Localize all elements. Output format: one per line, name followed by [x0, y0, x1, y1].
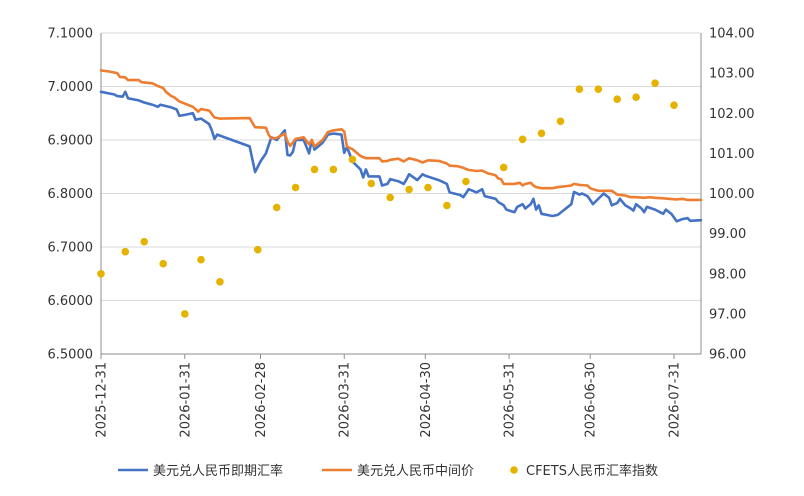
- scatter-point: [556, 117, 565, 126]
- scatter-point: [181, 310, 189, 318]
- x-tick-label: 2025-12-31: [95, 362, 110, 438]
- y-right-tick-label: 103.00: [709, 67, 755, 82]
- scatter-point: [197, 255, 205, 264]
- scatter-point: [575, 85, 584, 93]
- legend-label: 美元兑人民币即期汇率: [153, 463, 283, 479]
- scatter-point: [651, 79, 659, 87]
- scatter-point: [97, 270, 105, 278]
- series-2: [99, 69, 703, 202]
- scatter-point: [348, 155, 357, 164]
- scatter-point: [253, 245, 262, 254]
- scatter-point: [613, 95, 621, 103]
- y-left-tick-label: 7.1000: [48, 27, 94, 42]
- scatter-point: [216, 278, 224, 286]
- scatter-point: [499, 163, 508, 172]
- y-right-tick-label: 96.00: [709, 348, 746, 363]
- y-left-tick-label: 6.6000: [48, 294, 94, 309]
- legend-label: 美元兑人民币中间价: [357, 464, 474, 479]
- scatter-point: [405, 185, 413, 194]
- series-1: [99, 90, 703, 223]
- x-tick-label: 2026-04-30: [419, 362, 434, 438]
- scatter-point: [310, 165, 319, 174]
- scatter-point: [121, 247, 130, 256]
- y-left-tick-label: 6.5000: [48, 348, 94, 363]
- scatter-point: [537, 129, 546, 138]
- x-tick-label: 2026-02-28: [254, 362, 269, 438]
- scatter-point: [670, 101, 678, 109]
- y-right-tick-label: 100.00: [709, 187, 755, 202]
- legend-label: CFETS人民币汇率指数: [526, 463, 658, 479]
- series-line: [99, 69, 703, 202]
- y-right-tick-label: 102.00: [709, 107, 755, 122]
- x-tick-label: 2026-07-31: [667, 362, 682, 438]
- y-left-tick-label: 6.8000: [48, 187, 94, 202]
- scatter-point: [594, 85, 603, 93]
- scatter-point: [140, 237, 148, 246]
- scatter-point: [367, 179, 376, 188]
- scatter-point: [272, 203, 281, 212]
- y-left-tick-label: 6.7000: [48, 241, 94, 256]
- y-left-tick-label: 7.0000: [48, 80, 94, 95]
- scatter-point: [424, 183, 432, 192]
- scatter-point: [632, 93, 640, 101]
- x-tick-label: 2026-05-31: [503, 362, 518, 438]
- scatter-point: [329, 165, 338, 174]
- y-right-tick-label: 101.00: [709, 147, 755, 162]
- x-tick-label: 2026-06-30: [584, 362, 599, 438]
- gridlines: [101, 32, 701, 355]
- scatter-point: [518, 135, 527, 144]
- series-3: [97, 79, 678, 318]
- legend-item: 美元兑人民币中间价: [322, 464, 474, 479]
- scatter-point: [291, 183, 300, 192]
- legend-swatch: [510, 466, 518, 474]
- series-line: [99, 90, 703, 223]
- scatter-point: [462, 177, 470, 186]
- series-layer: [97, 69, 703, 318]
- x-tick-label: 2026-01-31: [178, 362, 193, 438]
- y-right-tick-label: 99.00: [709, 227, 746, 242]
- legend-item: 美元兑人民币即期汇率: [118, 463, 283, 479]
- scatter-point: [443, 201, 451, 210]
- legend-item: CFETS人民币汇率指数: [510, 463, 658, 479]
- y-right-tick-label: 98.00: [709, 267, 746, 282]
- legend: 美元兑人民币即期汇率 美元兑人民币中间价 CFETS人民币汇率指数: [118, 463, 658, 479]
- scatter-point: [386, 193, 395, 202]
- y-left-tick-label: 6.9000: [48, 134, 94, 149]
- x-tick-label: 2026-03-31: [338, 362, 353, 438]
- axes: 6.5000 6.6000 6.7000 6.8000 6.9000 7.0000 7.10…: [48, 27, 755, 438]
- y-right-tick-label: 104.00: [709, 27, 755, 42]
- scatter-point: [159, 259, 167, 268]
- y-right-tick-label: 97.00: [709, 307, 746, 322]
